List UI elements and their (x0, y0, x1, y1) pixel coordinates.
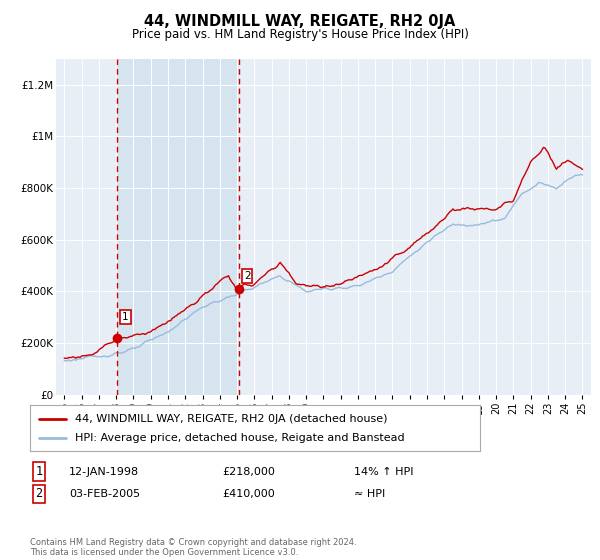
Text: 12-JAN-1998: 12-JAN-1998 (69, 466, 139, 477)
Text: 1: 1 (35, 465, 43, 478)
Text: 1: 1 (122, 312, 129, 321)
Text: £218,000: £218,000 (222, 466, 275, 477)
Text: Contains HM Land Registry data © Crown copyright and database right 2024.
This d: Contains HM Land Registry data © Crown c… (30, 538, 356, 557)
Bar (117, 59, 239, 395)
Text: 2: 2 (35, 487, 43, 501)
Text: £410,000: £410,000 (222, 489, 275, 499)
Text: 44, WINDMILL WAY, REIGATE, RH2 0JA (detached house): 44, WINDMILL WAY, REIGATE, RH2 0JA (deta… (75, 414, 388, 424)
Text: 2: 2 (244, 271, 250, 281)
Text: Price paid vs. HM Land Registry's House Price Index (HPI): Price paid vs. HM Land Registry's House … (131, 28, 469, 41)
Text: HPI: Average price, detached house, Reigate and Banstead: HPI: Average price, detached house, Reig… (75, 433, 404, 443)
Text: 44, WINDMILL WAY, REIGATE, RH2 0JA: 44, WINDMILL WAY, REIGATE, RH2 0JA (145, 14, 455, 29)
Text: 03-FEB-2005: 03-FEB-2005 (69, 489, 140, 499)
Text: 14% ↑ HPI: 14% ↑ HPI (354, 466, 413, 477)
Text: ≈ HPI: ≈ HPI (354, 489, 385, 499)
